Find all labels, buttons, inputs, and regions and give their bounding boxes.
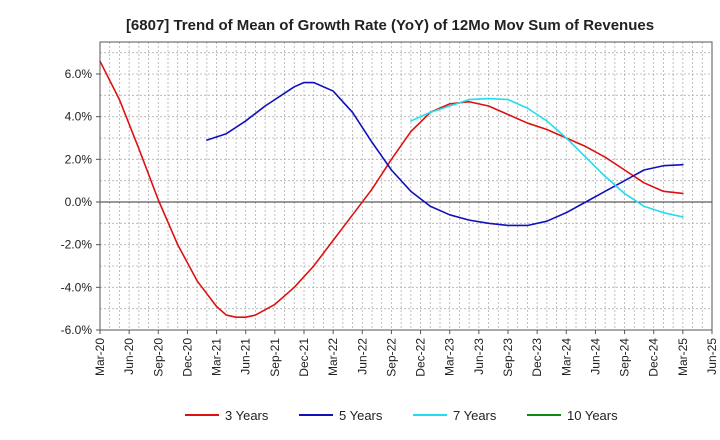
x-tick-label: Dec-20 (180, 338, 194, 377)
y-tick-label: 2.0% (65, 152, 93, 166)
y-tick-label: 4.0% (65, 110, 93, 124)
x-tick-label: Sep-22 (384, 338, 398, 377)
y-tick-label: 6.0% (65, 67, 93, 81)
grid-lines (100, 42, 712, 331)
x-tick-label: Sep-20 (151, 338, 165, 377)
legend-label-10-years: 10 Years (567, 408, 618, 423)
series-line-3-years (99, 60, 684, 319)
x-tick-label: Jun-23 (472, 338, 486, 375)
y-tick-label: -6.0% (61, 323, 93, 337)
x-tick-label: Jun-21 (239, 338, 253, 375)
series-line-5-years (206, 81, 684, 227)
x-tick-label: Mar-22 (326, 338, 340, 376)
series-line-7-years (410, 97, 684, 218)
x-tick-label: Sep-21 (268, 338, 282, 377)
x-tick-label: Dec-23 (530, 338, 544, 377)
x-tick-label: Jun-24 (588, 338, 602, 375)
x-tick-label: Dec-24 (647, 338, 661, 377)
chart-title: [6807] Trend of Mean of Growth Rate (YoY… (126, 17, 654, 34)
y-tick-label: 0.0% (65, 195, 93, 209)
series-layer (99, 60, 684, 319)
axes-frame (99, 41, 713, 331)
legend-label-5-years: 5 Years (339, 408, 383, 423)
y-tick-label: -2.0% (61, 238, 93, 252)
x-tick-label: Dec-21 (297, 338, 311, 377)
x-tick-label: Mar-21 (210, 338, 224, 376)
x-axis-ticks: Mar-20 Jun-20 Sep-20 Dec-20 Mar-21 Jun-21 Sep-… (93, 330, 719, 377)
x-tick-label: Mar-23 (443, 338, 457, 376)
x-tick-label: Sep-24 (618, 338, 632, 377)
x-tick-label: Mar-20 (93, 338, 107, 376)
x-tick-label: Jun-20 (122, 338, 136, 375)
legend-label-3-years: 3 Years (225, 408, 269, 423)
x-tick-label: Jun-22 (355, 338, 369, 375)
axes (99, 41, 713, 331)
legend: 3 Years 5 Years 7 Years 10 Years (185, 408, 618, 423)
x-tick-label: Jun-25 (705, 338, 719, 375)
legend-label-7-years: 7 Years (453, 408, 497, 423)
y-tick-label: -4.0% (61, 280, 93, 294)
x-tick-label: Dec-22 (414, 338, 428, 377)
y-axis-ticks: 6.0% 4.0% 2.0% 0.0% -2.0% -4.0% -6.0% (61, 67, 100, 337)
x-tick-label: Mar-24 (559, 338, 573, 376)
x-tick-label: Mar-25 (676, 338, 690, 376)
x-tick-label: Sep-23 (501, 338, 515, 377)
